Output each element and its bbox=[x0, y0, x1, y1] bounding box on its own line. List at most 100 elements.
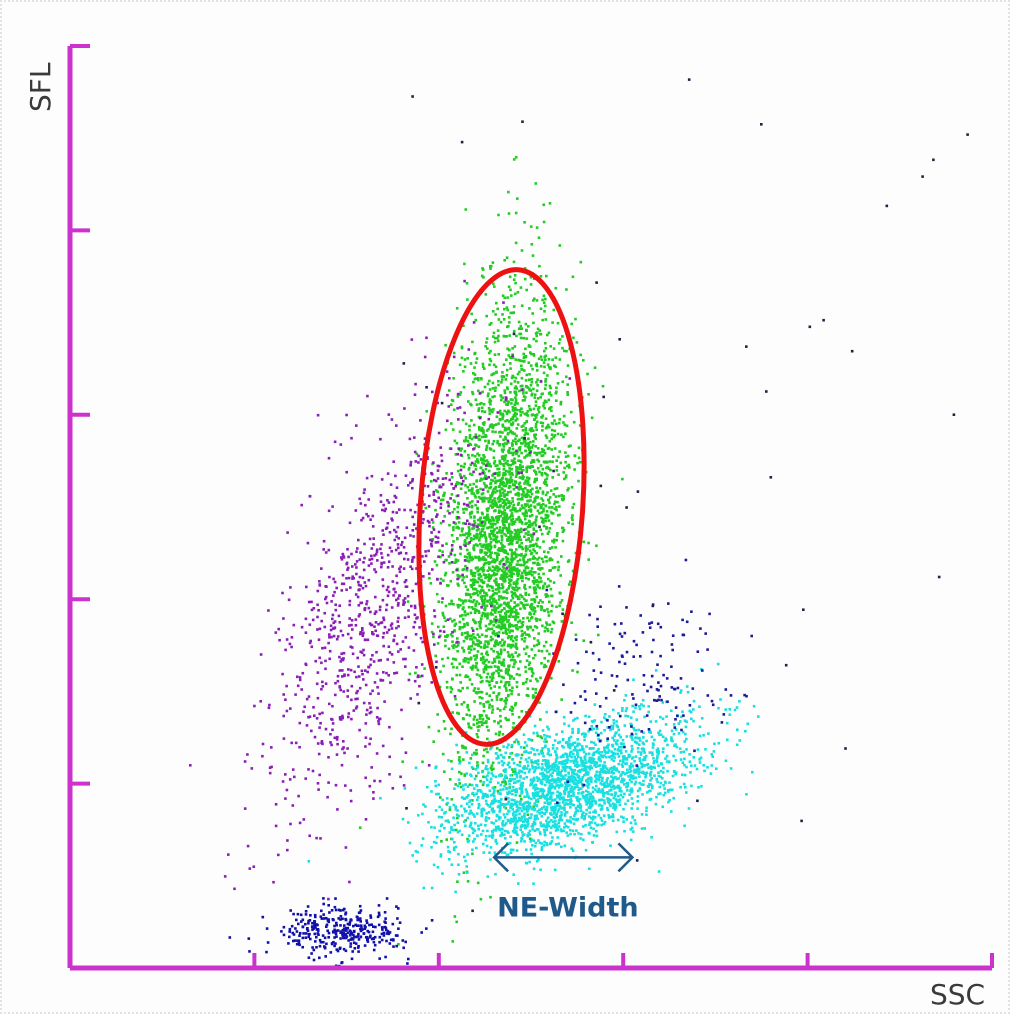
point bbox=[479, 466, 483, 469]
point bbox=[528, 466, 532, 469]
point bbox=[526, 566, 530, 570]
point bbox=[456, 603, 459, 607]
point bbox=[461, 745, 465, 748]
point bbox=[678, 747, 682, 750]
point bbox=[511, 517, 515, 521]
point bbox=[529, 679, 532, 683]
point bbox=[450, 727, 453, 731]
point bbox=[628, 770, 631, 774]
point bbox=[486, 627, 490, 631]
point bbox=[538, 546, 542, 549]
point bbox=[512, 677, 516, 680]
point bbox=[592, 720, 595, 724]
point bbox=[525, 454, 528, 458]
point bbox=[541, 792, 544, 795]
point bbox=[512, 665, 515, 669]
point bbox=[481, 599, 484, 602]
point bbox=[518, 787, 522, 790]
point bbox=[534, 519, 538, 522]
point bbox=[468, 761, 471, 765]
point bbox=[735, 706, 739, 709]
point bbox=[504, 549, 508, 553]
point bbox=[514, 770, 517, 773]
point bbox=[482, 563, 486, 566]
point bbox=[553, 566, 557, 569]
point bbox=[521, 474, 525, 478]
point bbox=[481, 783, 485, 787]
point bbox=[674, 728, 678, 731]
point bbox=[512, 311, 515, 314]
point bbox=[530, 670, 534, 673]
point bbox=[484, 474, 487, 478]
point bbox=[607, 816, 611, 819]
point bbox=[482, 581, 486, 584]
point bbox=[511, 451, 515, 455]
point bbox=[497, 722, 500, 725]
point bbox=[473, 366, 476, 369]
point bbox=[537, 828, 540, 831]
point bbox=[546, 725, 549, 729]
point bbox=[501, 545, 504, 548]
point bbox=[516, 819, 520, 823]
point bbox=[526, 572, 530, 576]
point bbox=[679, 689, 683, 692]
point bbox=[655, 778, 658, 781]
point bbox=[523, 412, 527, 416]
point bbox=[485, 629, 488, 632]
point bbox=[472, 492, 475, 495]
point bbox=[511, 848, 515, 852]
point bbox=[456, 537, 459, 541]
point bbox=[564, 476, 568, 479]
point bbox=[547, 727, 550, 731]
point bbox=[610, 793, 613, 796]
point bbox=[511, 416, 515, 419]
point bbox=[572, 822, 576, 826]
point bbox=[502, 571, 505, 574]
point bbox=[493, 789, 496, 792]
point bbox=[480, 534, 483, 538]
point bbox=[516, 372, 520, 376]
point bbox=[464, 660, 467, 663]
point bbox=[471, 583, 474, 587]
point bbox=[565, 811, 569, 814]
point bbox=[462, 871, 466, 874]
point bbox=[471, 666, 475, 670]
point bbox=[480, 676, 483, 679]
point bbox=[456, 559, 460, 562]
point bbox=[480, 652, 483, 656]
point bbox=[476, 668, 480, 672]
point bbox=[506, 620, 509, 624]
point bbox=[555, 459, 558, 462]
point bbox=[532, 748, 535, 751]
point bbox=[515, 830, 518, 833]
point bbox=[484, 434, 487, 437]
point bbox=[487, 439, 490, 443]
point bbox=[525, 599, 528, 602]
point bbox=[495, 592, 499, 595]
point bbox=[541, 806, 544, 810]
point bbox=[623, 792, 626, 796]
point bbox=[476, 761, 479, 764]
point bbox=[545, 274, 548, 278]
point bbox=[485, 778, 489, 781]
point bbox=[614, 808, 617, 811]
point bbox=[497, 500, 500, 503]
point bbox=[564, 460, 567, 464]
point bbox=[536, 734, 540, 738]
point bbox=[475, 479, 479, 482]
point bbox=[583, 814, 587, 818]
point bbox=[536, 420, 539, 424]
point bbox=[524, 522, 527, 526]
point bbox=[505, 374, 509, 377]
point bbox=[553, 502, 556, 506]
point bbox=[501, 450, 504, 453]
point bbox=[576, 805, 580, 809]
point bbox=[542, 203, 545, 207]
point bbox=[578, 803, 582, 806]
point bbox=[545, 400, 548, 403]
point bbox=[533, 829, 537, 832]
point bbox=[679, 785, 682, 789]
point bbox=[516, 763, 519, 767]
point bbox=[547, 761, 550, 765]
point bbox=[490, 493, 494, 497]
